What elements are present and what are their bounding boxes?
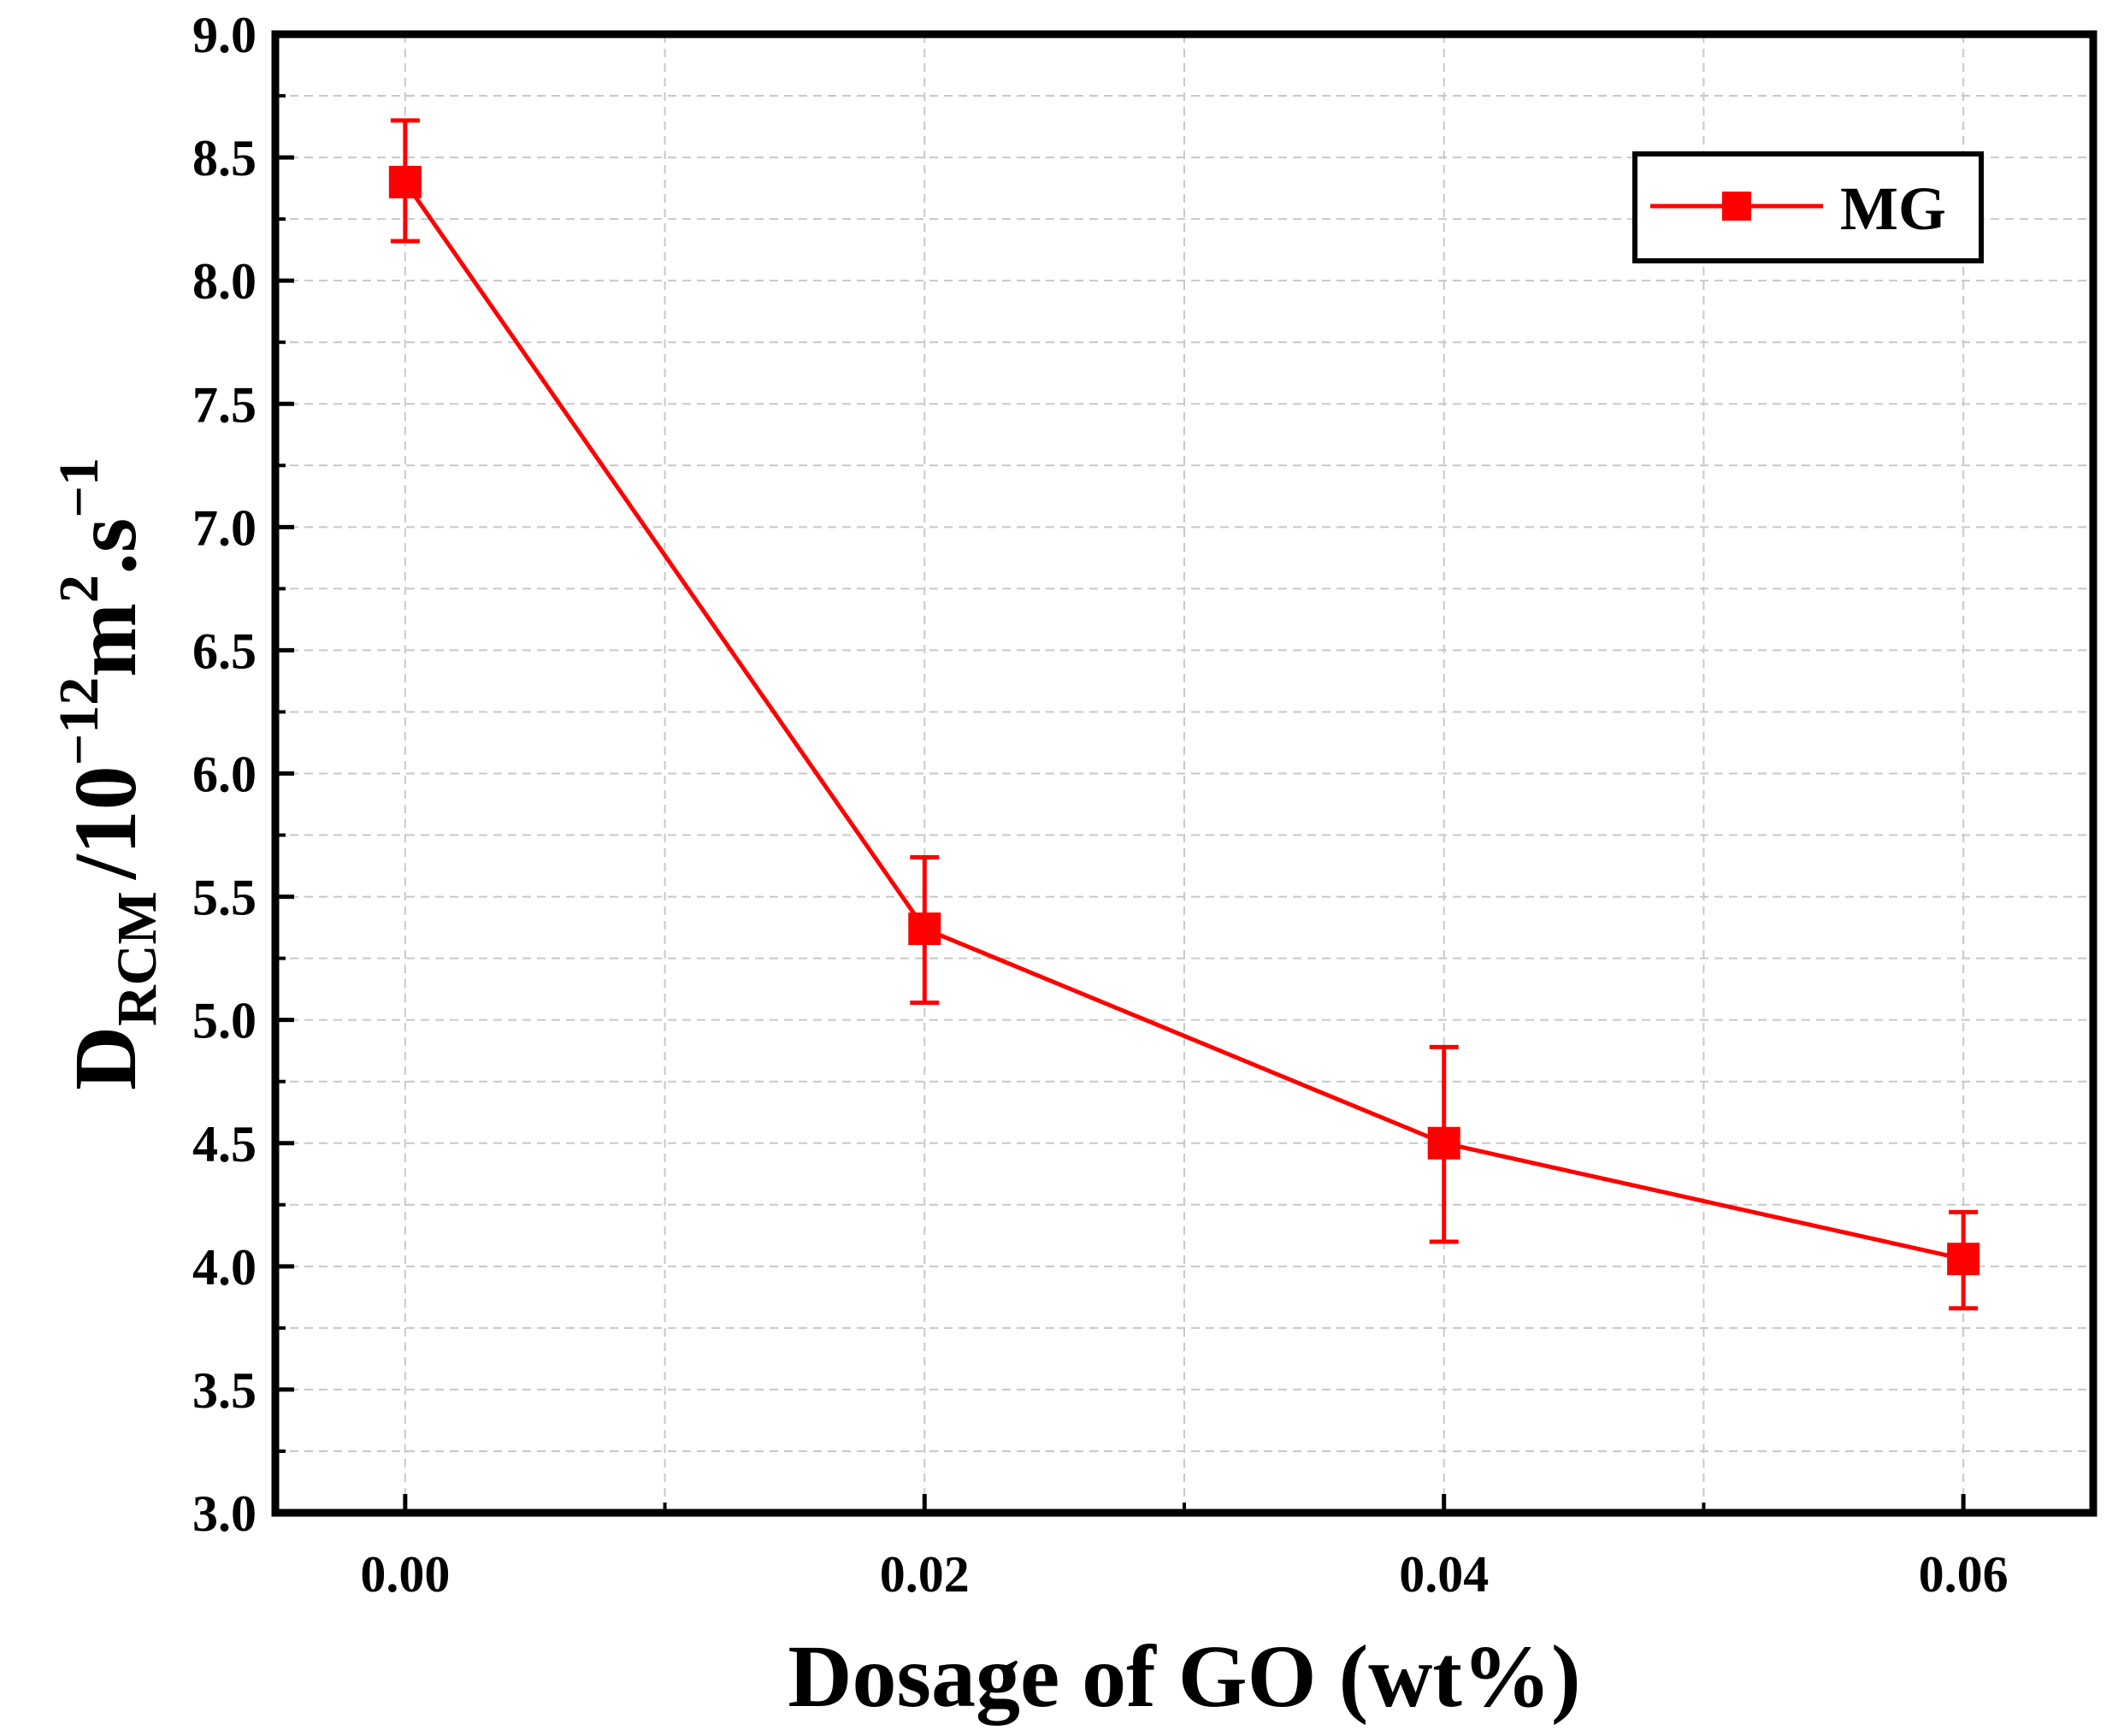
- y-title-unit-m: m: [56, 603, 155, 677]
- x-tick-label: 0.04: [1399, 1546, 1489, 1603]
- data-point: [1947, 1243, 1980, 1276]
- y-tick-label: 8.0: [192, 253, 257, 310]
- y-tick-label: 6.5: [192, 623, 257, 679]
- x-tick-label: 0.06: [1919, 1546, 2009, 1603]
- y-title-unit-m-exp: 2: [48, 575, 110, 603]
- y-tick-label: 5.0: [192, 993, 257, 1049]
- legend-label: MG: [1840, 174, 1946, 243]
- y-title-unit-s: .s: [56, 518, 155, 575]
- y-title-base: D: [56, 1026, 155, 1090]
- y-tick-label: 6.0: [192, 747, 257, 803]
- y-tick-label: 3.0: [192, 1485, 257, 1542]
- y-tick-label: 5.5: [192, 870, 257, 926]
- x-tick-label: 0.02: [880, 1546, 970, 1603]
- data-point: [388, 165, 422, 198]
- x-tick-label: 0.00: [360, 1546, 450, 1603]
- data-point: [1427, 1126, 1460, 1160]
- y-tick-label: 3.5: [192, 1362, 257, 1419]
- plot-frame: [271, 30, 2097, 1517]
- series-mg: [388, 118, 1980, 1311]
- data-point: [908, 912, 941, 946]
- legend-marker: [1722, 192, 1751, 221]
- y-tick-label: 4.5: [192, 1116, 257, 1172]
- x-axis-title: Dosage of GO (wt%): [788, 1627, 1580, 1726]
- y-title-separator: /: [56, 853, 155, 881]
- y-tick-label: 7.5: [192, 376, 257, 433]
- y-tick-label: 8.5: [192, 130, 257, 186]
- y-tick-label: 4.0: [192, 1239, 257, 1296]
- series-line: [403, 180, 1964, 1261]
- y-title-unit-exp: −12: [48, 677, 110, 766]
- x-tick-labels: 0.00 0.02 0.04 0.06: [360, 1546, 2008, 1603]
- y-tick-label: 9.0: [192, 7, 257, 63]
- y-title-unit-s-exp: −1: [48, 458, 110, 518]
- y-title-unit: 10: [56, 765, 155, 854]
- y-tick-label: 7.0: [192, 499, 257, 556]
- y-title-subscript: RCM: [106, 891, 168, 1026]
- y-axis-title: DRCM /10−12m2.s−1: [48, 458, 168, 1090]
- y-tick-labels: 3.0 3.5 4.0 4.5 5.0 5.5 6.0 6.5 7.0 7.5 8.0 8.5 9.0: [192, 7, 257, 1542]
- legend: MG: [1632, 151, 1984, 263]
